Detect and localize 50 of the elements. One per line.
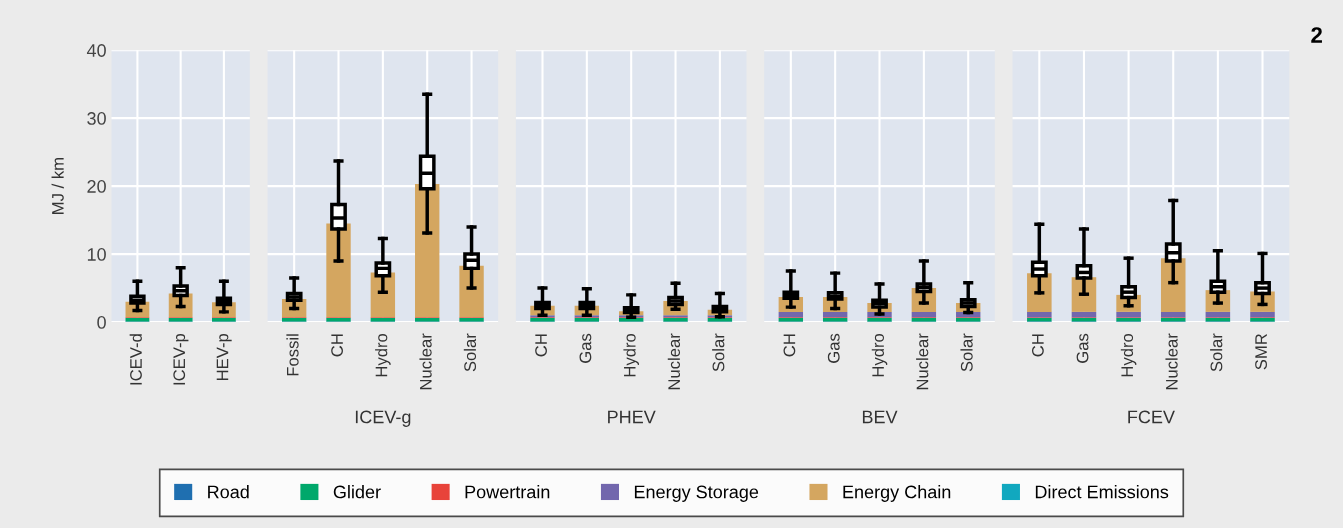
x-tick-label: Gas xyxy=(579,333,592,363)
y-tick-label: 30 xyxy=(87,112,106,125)
legend-label: Energy Chain xyxy=(843,485,951,502)
legend-label: Powertrain xyxy=(465,485,550,499)
y-tick-label: 20 xyxy=(87,180,106,193)
x-axis-title: FCEV xyxy=(1128,410,1175,424)
y-tick-label: 0 xyxy=(97,316,106,329)
x-tick-label: Nuclear xyxy=(916,333,929,390)
x-tick-label: Solar xyxy=(1210,333,1223,372)
x-tick-label: Gas xyxy=(827,333,840,363)
bar xyxy=(778,311,804,318)
x-tick-label: CH xyxy=(1031,334,1044,357)
x-tick-label: Hydro xyxy=(871,333,888,377)
x-tick-label: Hydro xyxy=(375,333,391,377)
x-tick-label: Solar xyxy=(463,333,477,372)
x-tick-label: CH xyxy=(783,334,796,357)
x-tick-label: SMR xyxy=(1255,333,1267,370)
y-tick-label: 10 xyxy=(87,248,106,261)
bar xyxy=(911,311,937,318)
bar xyxy=(822,311,848,318)
bar xyxy=(1116,311,1141,318)
legend-label: Energy Storage xyxy=(634,485,759,502)
x-tick-label: ICEV-d xyxy=(129,334,142,385)
bar xyxy=(1160,311,1186,318)
legend-label: Glider xyxy=(333,485,381,499)
x-tick-label: Solar xyxy=(712,333,725,372)
bar xyxy=(1205,311,1231,318)
x-axis-title: BEV xyxy=(862,410,898,424)
x-tick-label: Nuclear xyxy=(667,333,681,390)
legend-label: Direct Emissions xyxy=(1035,485,1169,499)
x-axis-title: ICEV-g xyxy=(355,410,411,427)
y-tick-label: 40 xyxy=(86,44,106,57)
x-tick-label: HEV-p xyxy=(216,333,232,380)
x-tick-label: Hydro xyxy=(1120,333,1137,377)
x-tick-label: Hydro xyxy=(623,333,639,377)
x-tick-label: CH xyxy=(331,334,343,357)
y-axis-title: MJ / km xyxy=(51,158,64,214)
bar xyxy=(1250,311,1275,318)
x-tick-label: Nuclear xyxy=(1165,333,1178,390)
x-tick-label: Fossil xyxy=(286,334,299,376)
legend-label: Road xyxy=(208,485,249,499)
x-tick-label: Nuclear xyxy=(419,333,432,390)
x-tick-label: ICEV-p xyxy=(173,333,189,385)
x-axis-title: PHEV xyxy=(608,410,656,424)
text: 2 xyxy=(1311,27,1322,43)
x-tick-label: Solar xyxy=(960,333,973,372)
bar xyxy=(1027,311,1052,318)
x-tick-label: CH xyxy=(535,334,547,357)
bar xyxy=(1071,311,1097,318)
x-tick-label: Gas xyxy=(1076,333,1089,363)
